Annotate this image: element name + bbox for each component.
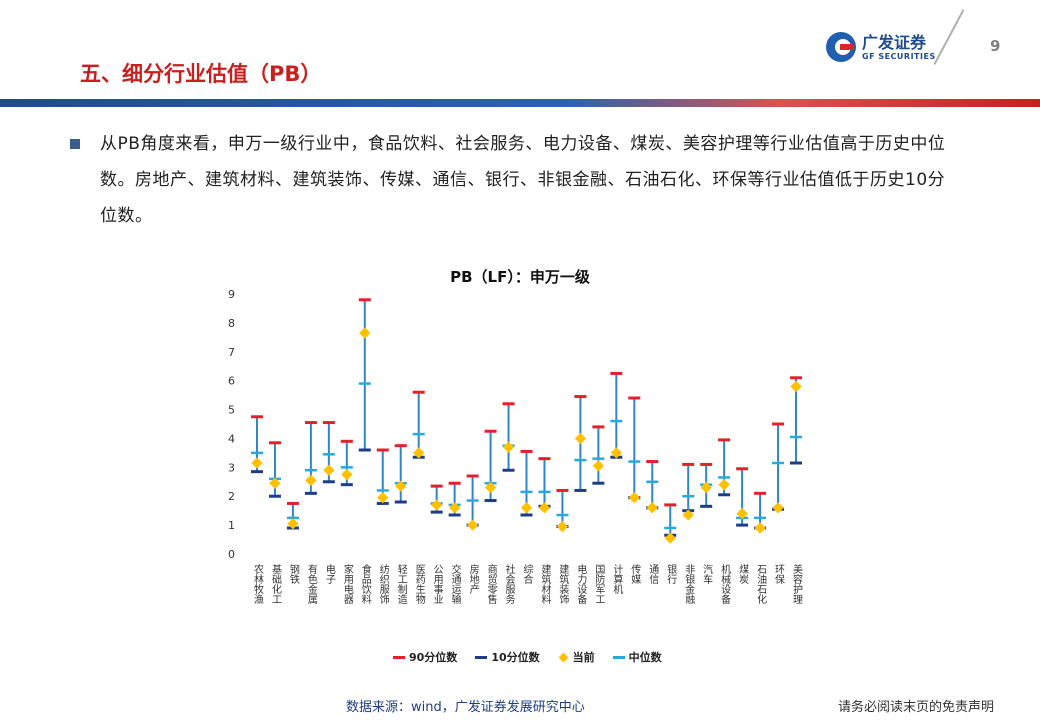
logo-chinese-text: 广发证券 [862, 32, 927, 52]
current-mark [251, 457, 263, 469]
legend-swatch-p90 [393, 655, 405, 659]
x-category-label: 食品饮料 [359, 563, 371, 605]
y-tick-label: 8 [228, 317, 235, 330]
x-category-label: 钢铁 [287, 563, 299, 585]
current-mark [556, 520, 569, 533]
current-mark [377, 492, 389, 504]
footer-disclaimer: 请务必阅读末页的免责声明 [838, 700, 995, 715]
x-category-label: 交通运输 [449, 563, 461, 605]
logo-english-text: GF SECURITIES [862, 51, 936, 61]
y-tick-label: 1 [228, 519, 235, 532]
x-category-label: 计算机 [611, 563, 623, 595]
x-category-label: 商贸零售 [485, 563, 497, 605]
current-mark [395, 480, 407, 492]
page-number: 9 [990, 37, 1001, 55]
current-mark [413, 447, 425, 459]
y-tick-label: 3 [228, 461, 235, 474]
y-tick-label: 4 [228, 432, 235, 445]
x-category-label: 社会服务 [503, 563, 515, 605]
gf-logo-icon [826, 32, 856, 62]
legend-item-median: 中位数 [612, 649, 662, 665]
current-mark [305, 474, 317, 486]
current-mark [754, 522, 766, 534]
current-mark [664, 532, 676, 544]
x-category-label: 美容护理 [791, 563, 803, 604]
x-category-label: 建筑装饰 [557, 563, 569, 605]
current-mark [502, 441, 515, 453]
x-category-label: 农林牧渔 [251, 563, 263, 605]
current-mark [538, 502, 551, 514]
x-category-label: 纺织服饰 [377, 563, 389, 605]
x-category-label: 煤炭 [737, 563, 749, 585]
x-category-label: 电力设备 [575, 563, 587, 605]
summary-paragraph: 从PB角度来看，申万一级行业中，食品饮料、社会服务、电力设备、煤炭、美容护理等行… [100, 134, 946, 226]
x-category-label: 轻工制造 [395, 563, 407, 604]
current-mark [718, 479, 730, 491]
x-category-label: 石油石化 [755, 564, 767, 604]
legend-label-p90: 90分位数 [409, 651, 458, 664]
current-mark [592, 460, 605, 472]
legend-swatch-median [612, 655, 625, 659]
current-mark [341, 468, 353, 481]
page-title: 五、细分行业估值（PB） [80, 62, 322, 86]
y-tick-label: 9 [228, 288, 235, 301]
current-mark [431, 499, 443, 511]
current-mark [448, 502, 461, 514]
current-mark [323, 464, 335, 476]
legend-label-current: 当前 [572, 651, 595, 664]
current-mark [484, 481, 497, 494]
current-mark [610, 447, 622, 459]
current-mark [682, 509, 694, 521]
current-mark [790, 380, 802, 393]
x-category-label: 国防军工 [593, 564, 605, 604]
x-category-label: 有色金属 [305, 563, 317, 605]
x-category-label: 公用事业 [431, 564, 443, 604]
x-category-label: 房地产 [467, 563, 479, 595]
legend-label-median: 中位数 [628, 651, 662, 664]
legend-item-current: 当前 [558, 649, 595, 665]
current-mark [772, 502, 784, 514]
current-mark [466, 519, 479, 531]
x-category-label: 非银金融 [683, 564, 695, 605]
y-tick-label: 6 [228, 375, 235, 388]
x-category-label: 环保 [773, 564, 785, 585]
legend-swatch-current [558, 652, 569, 662]
y-tick-label: 5 [228, 404, 235, 417]
pb-range-chart: 0 1 2 3 4 5 6 7 8 9 农林牧渔 基础化工 钢铁 有色金属 电子 家用电器 食品饮料 纺织服饰 轻工… [228, 288, 803, 605]
x-category-label: 家用电器 [341, 563, 353, 605]
x-category-label: 银行 [665, 563, 677, 585]
legend-swatch-p10 [475, 655, 488, 659]
x-category-label: 基础化工 [269, 563, 281, 604]
current-mark [646, 502, 658, 514]
y-tick-label: 0 [228, 548, 235, 561]
legend-label-p10: 10分位数 [491, 651, 540, 664]
x-category-label: 医药生物 [413, 564, 425, 605]
x-category-label: 综合 [521, 563, 533, 585]
current-mark [574, 432, 587, 445]
chart-title: PB（LF）：申万一级 [450, 268, 590, 286]
x-category-label: 汽车 [701, 563, 713, 585]
legend-item-p10: 10分位数 [475, 649, 540, 665]
current-mark [520, 502, 533, 514]
y-tick-label: 2 [228, 490, 235, 503]
x-category-label: 电子 [323, 563, 335, 584]
x-category-label: 建筑材料 [539, 563, 551, 605]
current-mark [359, 327, 371, 339]
current-mark [628, 492, 640, 504]
bullet-marker [70, 139, 80, 149]
y-tick-label: 7 [228, 346, 235, 359]
chart-legend: 90分位数 10分位数 当前 中位数 [393, 649, 662, 665]
current-mark [736, 507, 748, 520]
legend-item-p90: 90分位数 [393, 649, 457, 665]
x-category-label: 传媒 [629, 564, 641, 585]
current-mark [700, 481, 712, 494]
x-category-label: 通信 [647, 564, 659, 585]
brand-logo: 广发证券 GF SECURITIES [826, 32, 936, 62]
current-mark [269, 477, 281, 489]
header-divider [933, 9, 965, 65]
header-bar [0, 99, 1040, 107]
footer-source: 数据来源：wind，广发证券发展研究中心 [346, 700, 585, 715]
x-category-label: 机械设备 [719, 563, 731, 605]
